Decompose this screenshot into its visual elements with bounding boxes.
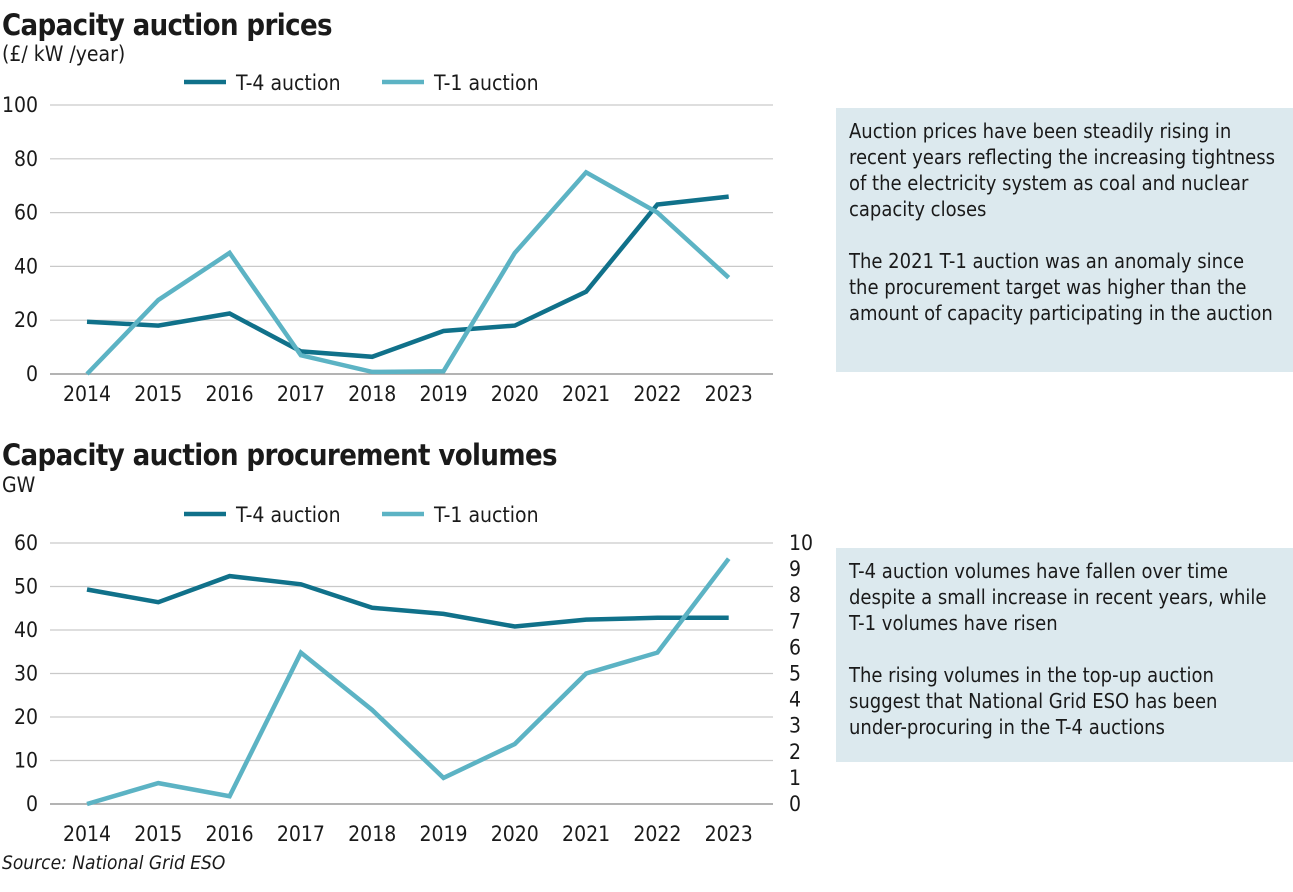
volumes-x-tick-label: 2015 [134,822,182,846]
volumes-chart-title: Capacity auction procurement volumes [2,438,558,472]
prices-y-tick-label: 80 [14,147,38,171]
volumes-y-tick-label: 40 [14,618,38,642]
prices-note-paragraph-1: Auction prices have been steadily rising… [849,119,1275,221]
prices-x-tick-label: 2022 [633,382,681,406]
prices-x-tick-label: 2017 [277,382,325,406]
volumes-x-tick-label: 2021 [562,822,610,846]
volumes-series-line-t4 [86,573,729,629]
prices-y-tick-label: 0 [26,362,38,386]
volumes-y2-tick-label: 9 [789,557,801,581]
volumes-legend-label-t4: T-4 auction [235,503,341,527]
volumes-x-tick-label: 2022 [633,822,681,846]
prices-y-axis-unit: (£/ kW /year) [2,42,126,66]
prices-y-tick-label: 60 [14,201,38,225]
volumes-note-paragraph-2: The rising volumes in the top-up auction… [849,663,1218,739]
volumes-x-tick-label: 2017 [277,822,325,846]
prices-legend-label-t4: T-4 auction [235,71,341,95]
volumes-x-tick-label: 2023 [705,822,753,846]
prices-legend-label-t1: T-1 auction [433,71,539,95]
volumes-y2-tick-label: 4 [789,688,801,712]
prices-x-tick-label: 2018 [348,382,396,406]
volumes-y2-tick-label: 8 [789,583,801,607]
volumes-y-axis-unit: GW [2,473,36,497]
prices-note-paragraph-2: The 2021 T-1 auction was an anomaly sinc… [849,249,1273,325]
volumes-x-tick-label: 2018 [348,822,396,846]
volumes-y2-tick-label: 10 [789,531,813,555]
volumes-y-tick-label: 0 [26,792,38,816]
prices-x-tick-label: 2019 [419,382,467,406]
volumes-y2-tick-label: 3 [789,714,801,738]
volumes-note-paragraph-1: T-4 auction volumes have fallen over tim… [849,559,1267,635]
volumes-x-tick-label: 2019 [419,822,467,846]
prices-x-tick-label: 2020 [491,382,539,406]
prices-x-tick-label: 2021 [562,382,610,406]
volumes-y-tick-label: 20 [14,705,38,729]
volumes-x-tick-label: 2016 [206,822,254,846]
volumes-x-tick-label: 2020 [491,822,539,846]
prices-y-tick-label: 100 [2,93,38,117]
prices-y-tick-label: 40 [14,254,38,278]
volumes-y2-tick-label: 1 [789,766,801,790]
prices-x-tick-label: 2023 [705,382,753,406]
volumes-y-tick-label: 10 [14,749,38,773]
prices-x-tick-label: 2014 [63,382,111,406]
prices-x-tick-label: 2015 [134,382,182,406]
prices-line-chart: 0 20 40 60 80 100 2014 2015 2016 2017 2018 2019 2020… [2,71,773,406]
prices-y-tick-label: 20 [14,308,38,332]
volumes-y2-tick-label: 5 [789,662,801,686]
volumes-legend-label-t1: T-1 auction [433,503,539,527]
prices-x-tick-label: 2016 [206,382,254,406]
volumes-note-box: T-4 auction volumes have fallen over tim… [836,548,1293,762]
volumes-y2-tick-label: 0 [789,792,801,816]
volumes-x-tick-label: 2014 [63,822,111,846]
volumes-y2-tick-label: 6 [789,635,801,659]
source-note: Source: National Grid ESO [2,852,226,874]
volumes-y2-tick-label: 7 [789,609,801,633]
volumes-y-tick-label: 30 [14,662,38,686]
prices-series-line-t1 [85,169,731,376]
prices-chart-title: Capacity auction prices [2,8,333,42]
volumes-y-tick-label: 60 [14,531,38,555]
prices-series-line-t4 [86,194,729,360]
volumes-series-line-t1 [86,557,731,807]
volumes-y2-tick-label: 2 [789,740,801,764]
prices-note-box: Auction prices have been steadily rising… [836,108,1293,372]
volumes-y-tick-label: 50 [14,575,38,599]
